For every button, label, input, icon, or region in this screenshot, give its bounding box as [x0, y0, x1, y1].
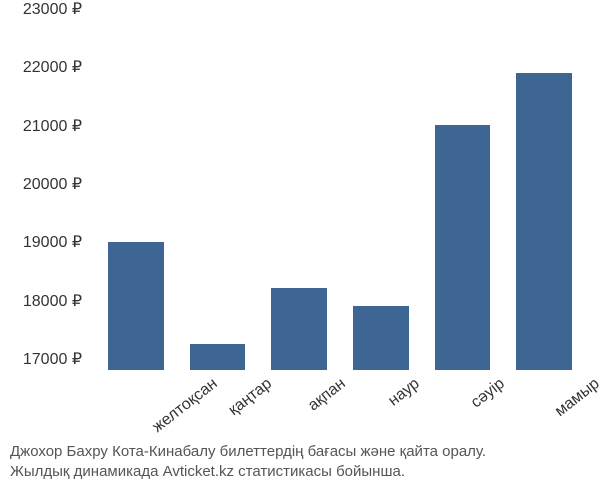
bar — [516, 73, 572, 371]
chart-caption: Джохор Бахру Кота-Кинабалу билеттердің б… — [10, 442, 590, 483]
bars-group — [95, 20, 585, 370]
bar — [108, 242, 164, 370]
bar-slot — [95, 20, 177, 370]
x-label-slot: ақпан — [258, 375, 340, 435]
y-axis: 17000 ₽ 18000 ₽ 19000 ₽ 20000 ₽ 21000 ₽ 22000… — [0, 20, 90, 370]
y-tick-label: 20000 ₽ — [23, 174, 82, 194]
x-label-slot: желтоқсан — [95, 375, 177, 435]
y-tick-label: 23000 ₽ — [23, 0, 82, 19]
y-tick-label: 19000 ₽ — [23, 232, 82, 252]
bar-slot — [177, 20, 259, 370]
price-chart: 17000 ₽ 18000 ₽ 19000 ₽ 20000 ₽ 21000 ₽ 22000… — [0, 0, 600, 500]
caption-line-2: Жылдық динамикада Avticket.kz статистика… — [10, 462, 590, 482]
x-tick-label: сәуір — [467, 375, 508, 412]
bar — [353, 306, 409, 370]
y-tick-label: 21000 ₽ — [23, 116, 82, 136]
bar — [435, 125, 491, 370]
x-axis-labels: желтоқсанқаңтарақпаннаурсәуірмамыр — [95, 375, 585, 435]
bar-slot — [340, 20, 422, 370]
x-label-slot: наур — [340, 375, 422, 435]
bar-slot — [258, 20, 340, 370]
bar — [271, 288, 327, 370]
bar-slot — [503, 20, 585, 370]
plot-area — [95, 20, 585, 370]
x-label-slot: мамыр — [503, 375, 585, 435]
bar-slot — [422, 20, 504, 370]
y-tick-label: 22000 ₽ — [23, 57, 82, 77]
y-tick-label: 18000 ₽ — [23, 291, 82, 311]
y-tick-label: 17000 ₽ — [23, 349, 82, 369]
x-tick-label: наур — [385, 375, 423, 410]
x-label-slot: қаңтар — [177, 375, 259, 435]
x-label-slot: сәуір — [422, 375, 504, 435]
x-tick-label: мамыр — [552, 375, 600, 421]
caption-line-1: Джохор Бахру Кота-Кинабалу билеттердің б… — [10, 442, 590, 462]
bar — [190, 344, 246, 370]
